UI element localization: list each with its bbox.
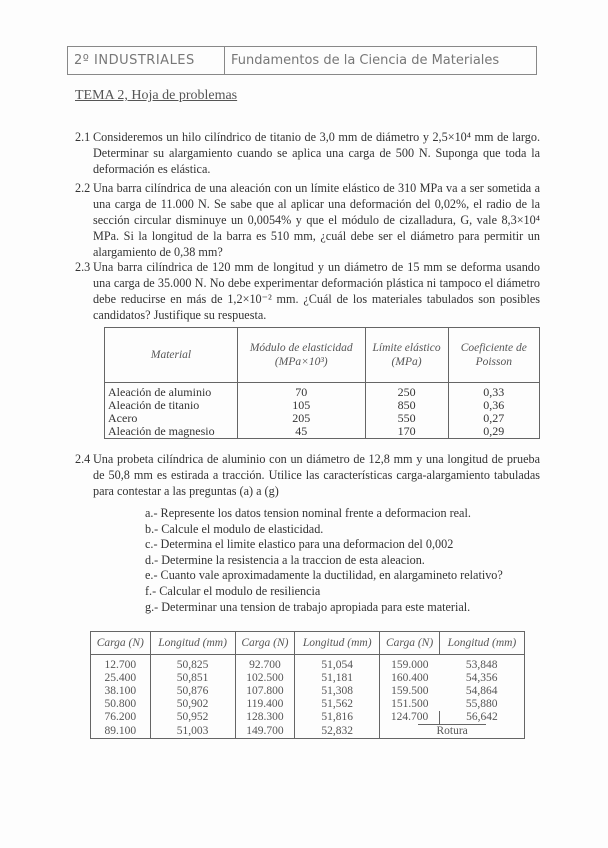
questions-list: a.- Represente los datos tension nominal…: [145, 506, 503, 615]
table-cell: 107.800: [234, 685, 296, 698]
table-cell: 159.500: [379, 685, 440, 698]
course-label: 2º INDUSTRIALES: [68, 47, 225, 74]
table-cell: Rotura: [379, 724, 525, 739]
column-header: Carga (N): [379, 631, 440, 655]
problem-text: Una barra cilíndrica de 120 mm de longit…: [93, 260, 540, 322]
table-cell: 50.800: [90, 698, 151, 711]
column-header: Longitud (mm): [294, 631, 381, 655]
table-cell: 12.700: [90, 654, 151, 672]
table-cell: 160.400: [379, 672, 440, 685]
column-header: Longitud (mm): [149, 631, 236, 655]
header-box: 2º INDUSTRIALES Fundamentos de la Cienci…: [67, 46, 537, 75]
table-cell: 52,832: [294, 724, 381, 739]
table-cell: 0,36: [447, 399, 541, 412]
table-cell: 151.500: [379, 698, 440, 711]
table-cell: 51,308: [294, 685, 381, 698]
table-row: 89.100 51,003 149.700 52,832 Rotura: [90, 724, 525, 739]
table-row: Acero 205 550 0,27: [104, 412, 541, 425]
page-title: TEMA 2, Hoja de problemas: [75, 88, 238, 103]
table-cell: 54,864: [439, 685, 526, 698]
table-cell: 51,562: [294, 698, 381, 711]
table-cell: 124.700: [379, 711, 440, 724]
problem-text: Una probeta cilíndrica de aluminio con u…: [93, 452, 540, 498]
table-cell: 92.700: [234, 654, 296, 672]
problem-number: 2.3: [75, 260, 91, 274]
table-row: Aleación de magnesio 45 170 0,29: [104, 425, 541, 439]
table-cell: Acero: [104, 412, 238, 425]
table-row: 76.200 50,952 128.300 51,816 124.700 56,642: [90, 711, 526, 724]
problem-number: 2.4: [75, 452, 91, 466]
load-elongation-table: Carga (N) Longitud (mm) Carga (N) Longitud …: [90, 631, 526, 739]
question-item: d.- Determine la resistencia a la tracci…: [145, 552, 425, 567]
table-row: 50.800 50,902 119.400 51,562 151.500 55,880: [90, 698, 526, 711]
column-header: Carga (N): [90, 631, 151, 655]
table-cell: 250: [364, 382, 449, 399]
problem-2-3: 2.3 Una barra cilíndrica de 120 mm de lo…: [75, 259, 540, 323]
table-row: 38.100 50,876 107.800 51,308 159.500 54,864: [90, 685, 526, 698]
table-cell: 89.100: [90, 724, 151, 739]
table-cell: 50,952: [149, 711, 236, 724]
table-cell: 70: [237, 382, 366, 399]
table-cell: 50,902: [149, 698, 236, 711]
table-cell: 149.700: [234, 724, 296, 739]
table-cell: 102.500: [234, 672, 296, 685]
problem-2-1: 2.1 Consideremos un hilo cilíndrico de t…: [75, 129, 540, 177]
question-item: e.- Cuanto vale aproximadamente la ducti…: [145, 568, 503, 583]
table-cell: 51,816: [294, 711, 381, 724]
problem-2-4: 2.4 Una probeta cilíndrica de aluminio c…: [75, 451, 540, 499]
table-cell: 51,054: [294, 654, 381, 672]
table-cell: 50,876: [149, 685, 236, 698]
table-cell: 550: [364, 412, 449, 425]
table-cell: 0,33: [447, 382, 541, 399]
table-cell: 55,880: [439, 698, 526, 711]
table-cell: 0,29: [447, 425, 541, 439]
table-cell: 119.400: [234, 698, 296, 711]
table-cell: 53,848: [439, 654, 526, 672]
column-header: Carga (N): [234, 631, 296, 655]
table-row: Aleación de aluminio 70 250 0,33: [104, 382, 541, 399]
problem-text: Una barra cilíndrica de una aleación con…: [93, 181, 540, 259]
problem-text: Consideremos un hilo cilíndrico de titan…: [93, 130, 540, 176]
table-cell: Aleación de magnesio: [104, 425, 238, 439]
column-header: Límite elástico (MPa): [364, 327, 449, 383]
table-cell: 38.100: [90, 685, 151, 698]
column-header: Módulo de elasticidad (MPa×10³): [237, 327, 366, 383]
table-cell: 50,825: [149, 654, 236, 672]
problem-number: 2.2: [75, 181, 91, 195]
table-cell: Aleación de titanio: [104, 399, 238, 412]
question-item: g.- Determinar una tension de trabajo ap…: [145, 599, 471, 614]
table-cell: 128.300: [234, 711, 296, 724]
question-item: c.- Determina el limite elastico para un…: [145, 537, 454, 552]
table-row: 12.700 50,825 92.700 51,054 159.000 53,848: [90, 654, 526, 672]
table-cell: 850: [364, 399, 449, 412]
subject-label: Fundamentos de la Ciencia de Materiales: [231, 53, 500, 68]
rupture-label: Rotura: [418, 724, 486, 738]
table-cell: 159.000: [379, 654, 440, 672]
column-header: Longitud (mm): [438, 631, 526, 655]
table-cell: 0,27: [447, 412, 541, 425]
table-cell: 51,003: [149, 724, 236, 739]
problem-2-2: 2.2 Una barra cilíndrica de una aleación…: [75, 180, 540, 260]
materials-table: Material Módulo de elasticidad (MPa×10³)…: [104, 327, 541, 439]
question-item: b.- Calcule el modulo de elasticidad.: [145, 521, 324, 536]
table-cell: 105: [237, 399, 366, 412]
problem-number: 2.1: [75, 130, 91, 144]
table-row: Aleación de titanio 105 850 0,36: [104, 399, 541, 412]
table-cell: 45: [237, 425, 366, 439]
table-cell: 54,356: [439, 672, 526, 685]
question-item: f.- Calcular el modulo de resiliencia: [145, 583, 321, 598]
table-cell: 170: [364, 425, 449, 439]
table-row: 25.400 50,851 102.500 51,181 160.400 54,356: [90, 672, 526, 685]
table-cell: 56,642: [438, 711, 526, 724]
column-header: Coeficiente de Poisson: [447, 327, 541, 383]
table-cell: 51,181: [294, 672, 381, 685]
table-cell: 25.400: [90, 672, 151, 685]
table-cell: Aleación de aluminio: [104, 382, 238, 399]
question-item: a.- Represente los datos tension nominal…: [145, 506, 471, 520]
column-header: Material: [104, 327, 238, 383]
table-cell: 76.200: [90, 711, 151, 724]
table-cell: 50,851: [149, 672, 236, 685]
